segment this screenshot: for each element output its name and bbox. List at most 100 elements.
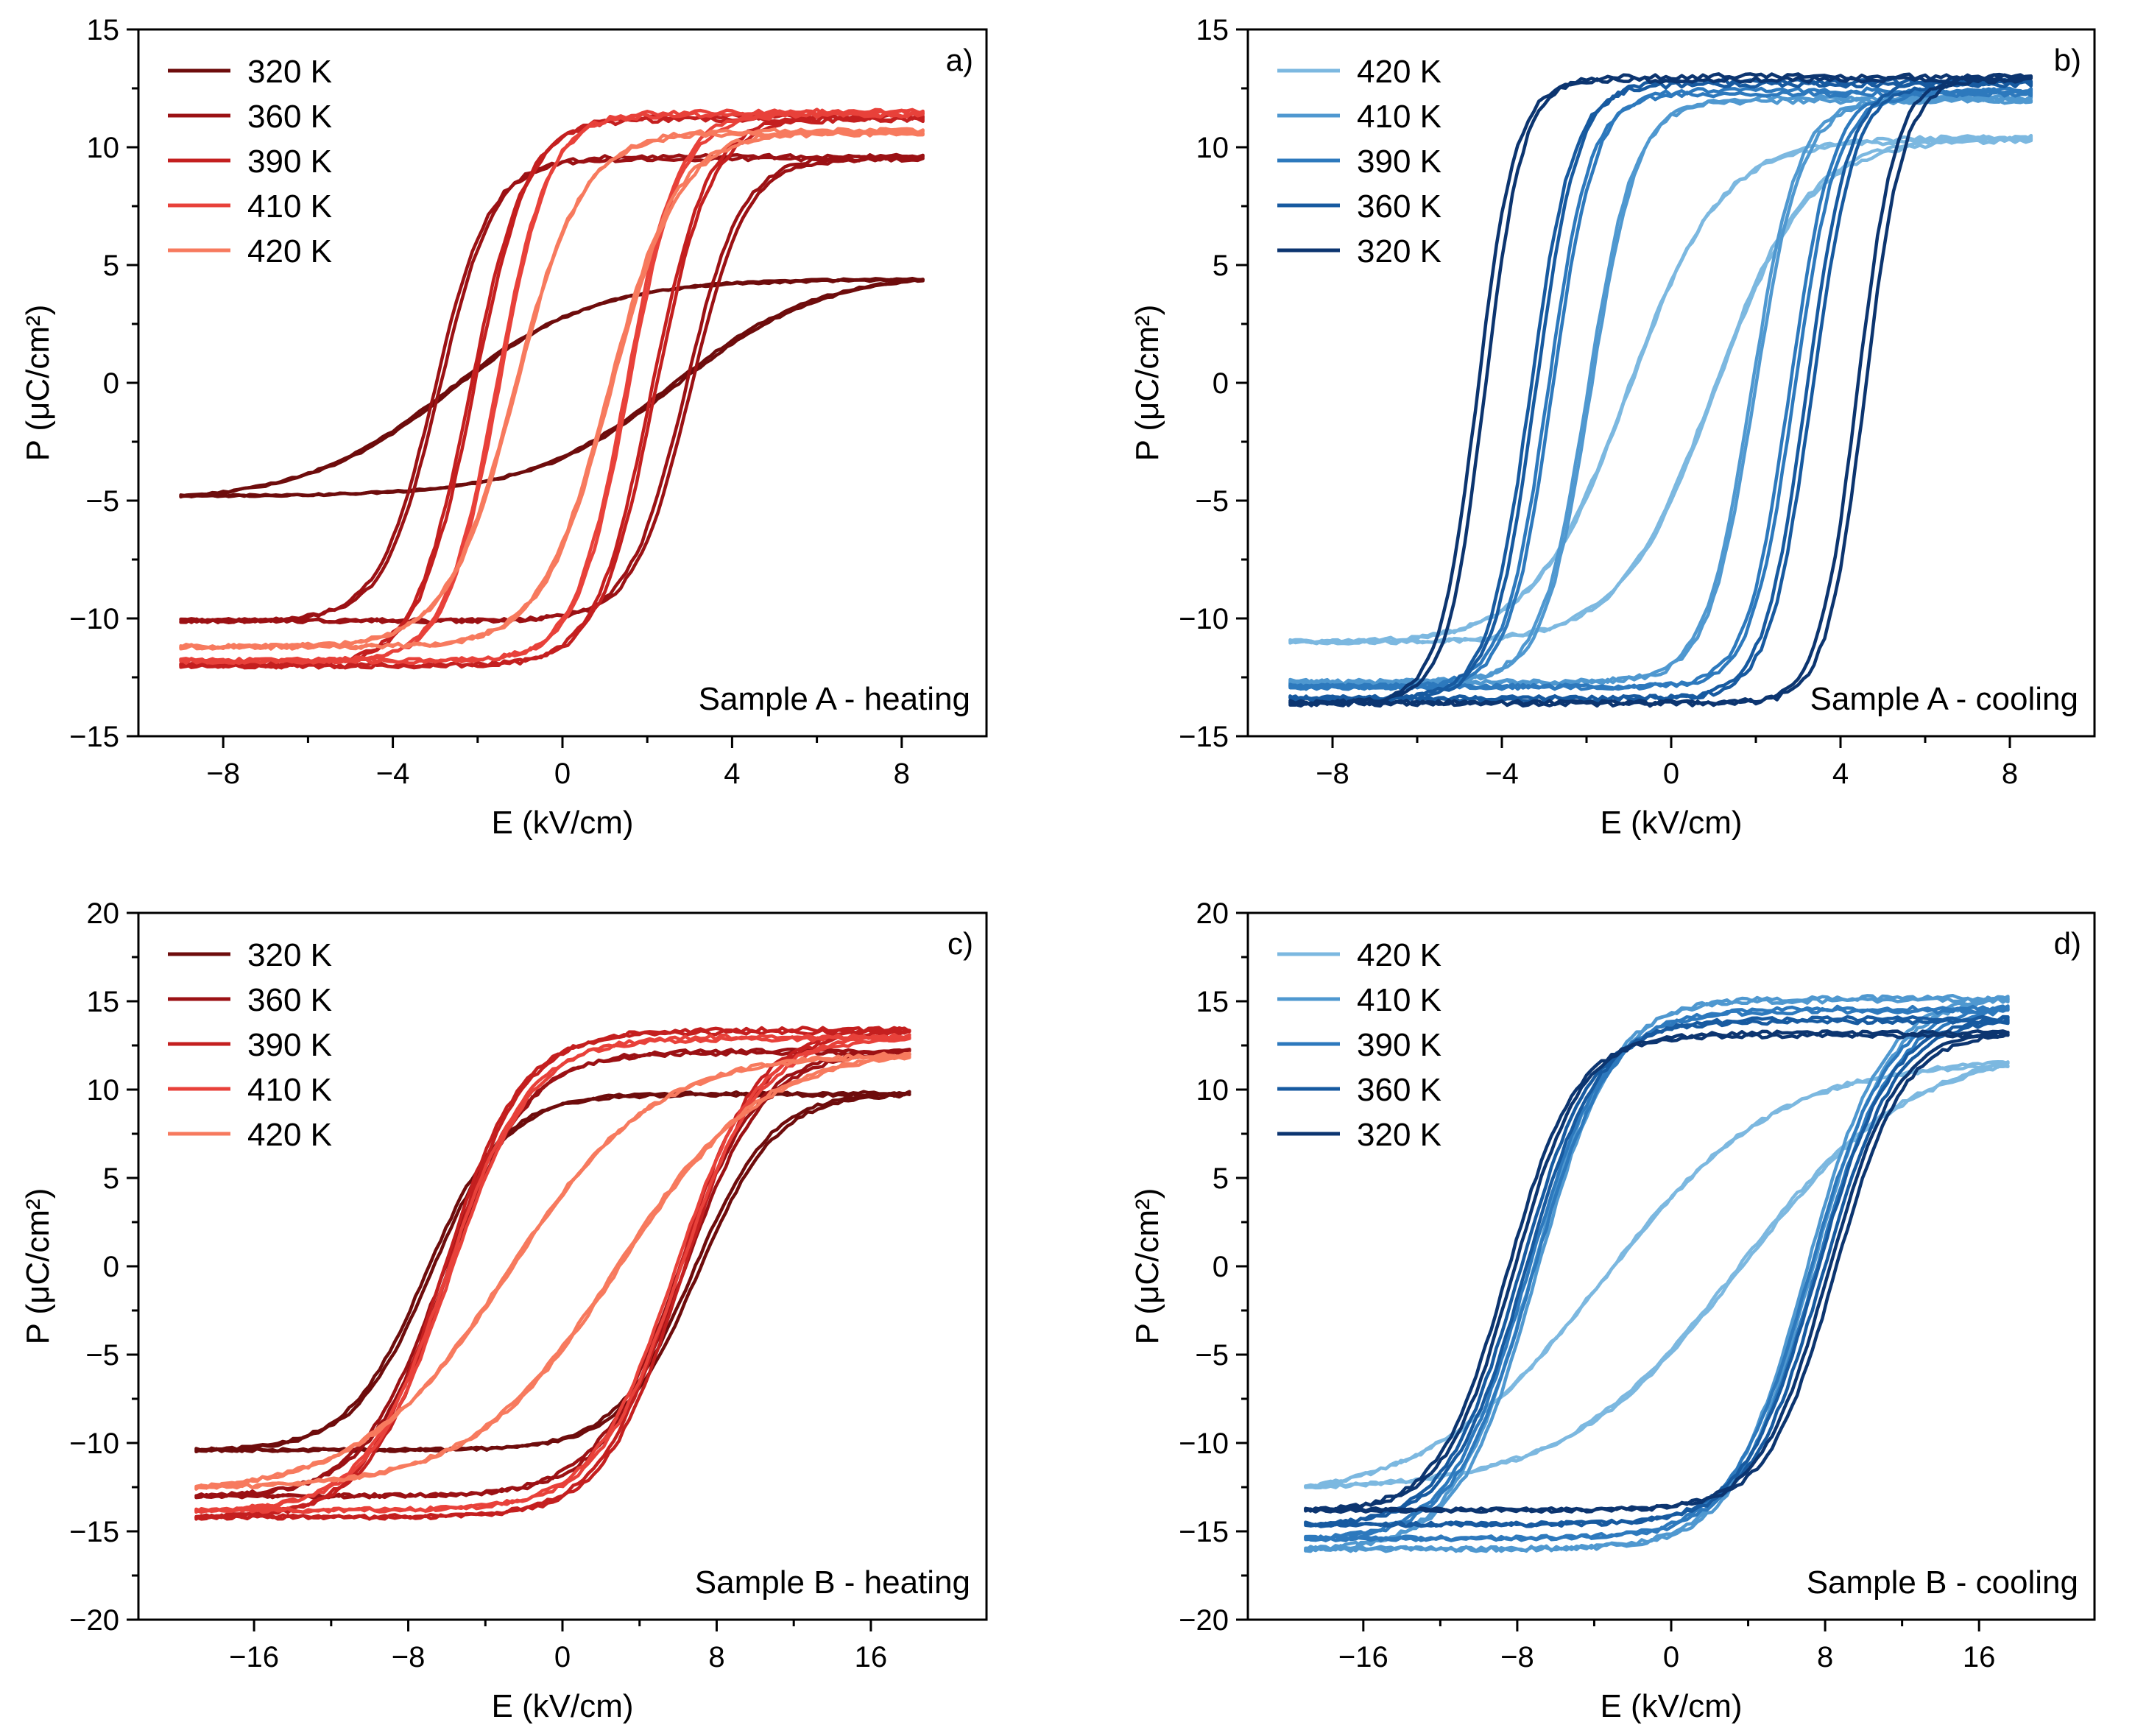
x-tick-label: −16: [229, 1641, 279, 1673]
x-tick-label: 0: [1663, 758, 1679, 790]
y-tick-label: 10: [87, 1074, 120, 1107]
panel-label: b): [2054, 43, 2081, 77]
series-410K-loop: [1288, 93, 2033, 687]
x-tick-label: −8: [1500, 1641, 1534, 1673]
y-axis-title: P (μC/cm²): [20, 1188, 56, 1345]
x-tick-label: 4: [1832, 758, 1849, 790]
panel-caption: Sample B - heating: [695, 1564, 970, 1601]
y-tick-label: −15: [1179, 1516, 1229, 1548]
x-tick-label: −8: [1316, 758, 1349, 790]
y-tick-label: 10: [1196, 1074, 1229, 1107]
y-tick-label: −10: [69, 603, 119, 635]
series-320K-loop: [1288, 75, 2033, 708]
legend-label: 360 K: [1357, 1072, 1441, 1108]
y-tick-label: −20: [69, 1604, 119, 1637]
y-tick-label: 15: [1196, 986, 1229, 1018]
legend-label: 420 K: [1357, 937, 1441, 973]
series-320K-loop: [194, 1091, 911, 1453]
legend-label: 390 K: [1357, 1027, 1441, 1063]
series-390K-loop: [1304, 1006, 2010, 1542]
y-tick-label: 20: [1196, 897, 1229, 930]
panel-label: c): [947, 926, 973, 961]
legend-label: 410 K: [1357, 982, 1441, 1018]
x-tick-label: −4: [1485, 758, 1519, 790]
series-420K-loop: [194, 1054, 911, 1490]
y-axis-title: P (μC/cm²): [1129, 305, 1165, 462]
series-390K-loop: [194, 1028, 911, 1521]
x-tick-label: −16: [1338, 1641, 1388, 1673]
series-420K-loop: [1304, 1062, 2010, 1489]
legend-label: 320 K: [1357, 1117, 1441, 1153]
legend-label: 320 K: [247, 54, 332, 90]
series-410K-loop: [179, 110, 925, 666]
series-360K-loop: [1304, 1017, 2010, 1528]
legend: 420 K 410 K 390 K 360 K 320 K: [1277, 937, 1441, 1153]
y-tick-label: −15: [69, 721, 119, 753]
y-tick-label: 20: [87, 897, 120, 930]
y-tick-label: −10: [69, 1428, 119, 1460]
legend-label: 320 K: [1357, 233, 1441, 269]
legend-label: 420 K: [1357, 54, 1441, 90]
legend-label: 410 K: [247, 1072, 332, 1108]
x-tick-label: −4: [376, 758, 410, 790]
x-tick-label: 8: [2002, 758, 2018, 790]
series-410K-loop: [1304, 993, 2010, 1553]
x-tick-label: 0: [554, 758, 571, 790]
y-tick-label: 0: [1213, 367, 1229, 400]
panel-d: −16 −8 0 8 16 −20 −15 −10 −5 0 5 10 15 20 E (kV/cm) P (…: [1129, 897, 2096, 1724]
series-320K-loop: [179, 278, 925, 498]
y-tick-label: 15: [1196, 14, 1229, 46]
legend-label: 410 K: [1357, 99, 1441, 135]
legend: 320 K 360 K 390 K 410 K 420 K: [168, 54, 332, 269]
y-tick-label: −10: [1179, 603, 1229, 635]
y-tick-label: −15: [1179, 721, 1229, 753]
x-tick-label: 8: [894, 758, 910, 790]
y-tick-label: 5: [103, 250, 119, 282]
y-tick-label: 0: [103, 367, 119, 400]
x-tick-label: 8: [1817, 1641, 1833, 1673]
panel-b: −8 −4 0 4 8 −15 −10 −5 0 5 10 15 E (kV/cm) P (μC/cm²)…: [1129, 14, 2096, 841]
legend-label: 420 K: [247, 1117, 332, 1153]
y-axis-title: P (μC/cm²): [20, 305, 56, 462]
x-axis-title: E (kV/cm): [491, 1688, 633, 1724]
y-tick-label: 10: [1196, 132, 1229, 164]
y-tick-label: 0: [1213, 1251, 1229, 1283]
series-group: [179, 107, 925, 670]
y-tick-label: 5: [1213, 250, 1229, 282]
y-tick-label: 15: [87, 986, 120, 1018]
series-360K-loop: [179, 152, 925, 625]
x-tick-label: −8: [206, 758, 240, 790]
panel-caption: Sample A - cooling: [1810, 681, 2078, 717]
y-tick-label: −10: [1179, 1428, 1229, 1460]
legend-label: 360 K: [247, 99, 332, 135]
x-tick-label: 4: [724, 758, 740, 790]
y-tick-label: 10: [87, 132, 120, 164]
legend-label: 320 K: [247, 937, 332, 973]
x-tick-label: 0: [1663, 1641, 1679, 1673]
panel-label: a): [946, 43, 973, 77]
series-420K-loop: [179, 130, 925, 651]
y-tick-label: −20: [1179, 1604, 1229, 1637]
legend-label: 410 K: [247, 188, 332, 225]
x-tick-label: 8: [708, 1641, 724, 1673]
series-360K-loop: [179, 155, 925, 625]
legend-label: 360 K: [1357, 188, 1441, 225]
series-360K-loop: [1288, 80, 2033, 703]
x-tick-label: 16: [855, 1641, 888, 1673]
y-tick-label: −5: [85, 1339, 119, 1372]
panel-c: −16 −8 0 8 16 −20 −15 −10 −5 0 5 10 15 20 E (kV/cm) P (…: [20, 897, 988, 1724]
series-410K-loop: [194, 1035, 911, 1514]
series-group: [1288, 72, 2033, 708]
series-360K-loop: [1304, 1015, 2010, 1528]
legend: 420 K 410 K 390 K 360 K 320 K: [1277, 54, 1441, 269]
x-tick-label: −8: [392, 1641, 426, 1673]
series-390K-loop: [179, 115, 925, 670]
y-tick-label: 5: [103, 1162, 119, 1195]
x-tick-label: 0: [554, 1641, 571, 1673]
series-group: [194, 1026, 911, 1521]
series-410K-loop: [194, 1032, 911, 1514]
x-tick-label: 16: [1963, 1641, 1996, 1673]
panel-a: −8 −4 0 4 8 −15 −10 −5 0 5 10 15 E (kV/cm) P (μC/cm²)…: [20, 14, 988, 841]
y-axis-title: P (μC/cm²): [1129, 1188, 1165, 1345]
